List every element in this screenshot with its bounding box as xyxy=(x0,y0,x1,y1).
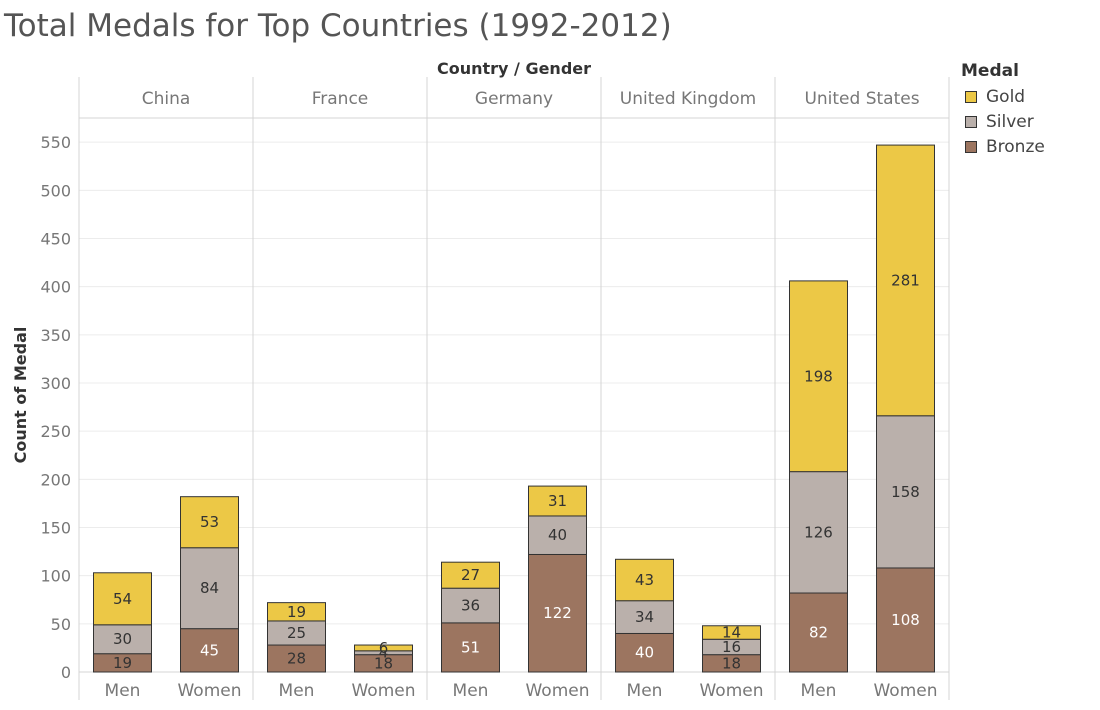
legend-item-gold[interactable]: Gold xyxy=(961,84,1045,109)
legend-label-bronze: Bronze xyxy=(986,136,1045,157)
bar-segment-gold xyxy=(441,561,500,589)
data-label-bronze: 28 xyxy=(287,650,306,668)
bar-segment-gold xyxy=(354,644,413,652)
y-tick-label: 0 xyxy=(61,663,71,682)
data-label-gold: 6 xyxy=(379,639,389,657)
data-label-gold: 27 xyxy=(461,566,480,584)
data-label-gold: 14 xyxy=(722,624,741,642)
country-header-france: France xyxy=(312,89,369,109)
data-label-silver: 36 xyxy=(461,597,480,615)
data-label-bronze: 18 xyxy=(722,654,741,672)
data-label-silver: 16 xyxy=(722,638,741,656)
y-tick-label: 450 xyxy=(40,230,71,249)
data-label-bronze: 122 xyxy=(543,604,572,622)
country-gender-header: Country / Gender xyxy=(437,59,591,78)
bar-segment-silver xyxy=(441,587,500,624)
data-label-silver: 30 xyxy=(113,630,132,648)
data-label-silver: 40 xyxy=(548,526,567,544)
legend-item-silver[interactable]: Silver xyxy=(961,109,1045,134)
data-label-silver: 25 xyxy=(287,624,306,642)
legend-swatch-bronze xyxy=(965,140,977,153)
data-label-bronze: 108 xyxy=(891,611,920,629)
bar-segment-gold xyxy=(615,558,674,602)
bar-segment-gold xyxy=(876,144,935,417)
legend-label-gold: Gold xyxy=(986,86,1026,107)
y-tick-label: 100 xyxy=(40,567,71,586)
bar-segment-silver xyxy=(789,471,848,594)
data-label-gold: 198 xyxy=(804,367,833,385)
bar-segment-silver xyxy=(267,620,326,646)
bar-segment-silver xyxy=(180,547,239,630)
bar-segment-silver xyxy=(876,415,935,569)
x-tick-label-men: Men xyxy=(279,681,315,701)
x-tick-label-women: Women xyxy=(699,681,763,701)
y-tick-label: 300 xyxy=(40,374,71,393)
bar-segment-bronze xyxy=(441,622,500,673)
y-tick-label: 150 xyxy=(40,519,71,538)
data-label-bronze: 82 xyxy=(809,624,828,642)
data-label-bronze: 19 xyxy=(113,654,132,672)
data-label-bronze: 40 xyxy=(635,644,654,662)
bar-segment-gold xyxy=(267,602,326,622)
x-tick-label-men: Men xyxy=(801,681,837,701)
data-label-gold: 53 xyxy=(200,513,219,531)
country-header-china: China xyxy=(142,89,191,109)
data-label-silver: 158 xyxy=(891,483,920,501)
x-tick-label-women: Women xyxy=(525,681,589,701)
bar-segment-silver xyxy=(528,515,587,555)
data-label-gold: 281 xyxy=(891,271,920,289)
x-tick-label-men: Men xyxy=(105,681,141,701)
data-label-silver: 34 xyxy=(635,608,654,626)
data-label-gold: 43 xyxy=(635,571,654,589)
country-header-germany: Germany xyxy=(475,89,553,109)
y-tick-label: 350 xyxy=(40,326,71,345)
data-label-bronze: 51 xyxy=(461,638,480,656)
x-tick-label-women: Women xyxy=(351,681,415,701)
y-tick-label: 400 xyxy=(40,278,71,297)
bar-segment-bronze xyxy=(876,567,935,673)
legend-label-silver: Silver xyxy=(986,111,1034,132)
data-label-bronze: 18 xyxy=(374,654,393,672)
data-label-gold: 54 xyxy=(113,590,132,608)
x-tick-label-men: Men xyxy=(627,681,663,701)
data-label-silver: 4 xyxy=(379,644,389,662)
country-header-united-kingdom: United Kingdom xyxy=(620,89,756,109)
data-label-gold: 31 xyxy=(548,492,567,510)
y-tick-label: 550 xyxy=(40,133,71,152)
bar-segment-bronze xyxy=(180,628,239,673)
legend: Medal Gold Silver Bronze xyxy=(961,61,1045,159)
y-tick-label: 500 xyxy=(40,181,71,200)
legend-swatch-silver xyxy=(965,115,977,128)
bar-segment-bronze xyxy=(528,553,587,673)
y-tick-label: 200 xyxy=(40,470,71,489)
legend-item-bronze[interactable]: Bronze xyxy=(961,134,1045,159)
bar-segment-gold xyxy=(93,572,152,626)
y-tick-label: 50 xyxy=(51,615,71,634)
bar-segment-bronze xyxy=(615,632,674,673)
y-axis-label: Count of Medal xyxy=(11,327,30,464)
bar-segment-gold xyxy=(528,485,587,517)
bar-segment-gold xyxy=(180,496,239,549)
x-tick-label-men: Men xyxy=(453,681,489,701)
data-label-gold: 19 xyxy=(287,603,306,621)
legend-title: Medal xyxy=(961,61,1019,81)
bar-segment-bronze xyxy=(267,644,326,673)
x-tick-label-women: Women xyxy=(177,681,241,701)
bar-segment-silver xyxy=(615,600,674,634)
bar-segment-bronze xyxy=(789,592,848,673)
legend-swatch-gold xyxy=(965,90,977,103)
bar-segment-gold xyxy=(789,280,848,473)
data-label-silver: 84 xyxy=(200,579,219,597)
bar-segment-gold xyxy=(702,625,761,640)
data-label-bronze: 45 xyxy=(200,641,219,659)
y-tick-label: 250 xyxy=(40,422,71,441)
country-header-united-states: United States xyxy=(804,89,919,109)
data-label-silver: 126 xyxy=(804,523,833,541)
x-tick-label-women: Women xyxy=(873,681,937,701)
chart-title: Total Medals for Top Countries (1992-201… xyxy=(4,8,672,44)
